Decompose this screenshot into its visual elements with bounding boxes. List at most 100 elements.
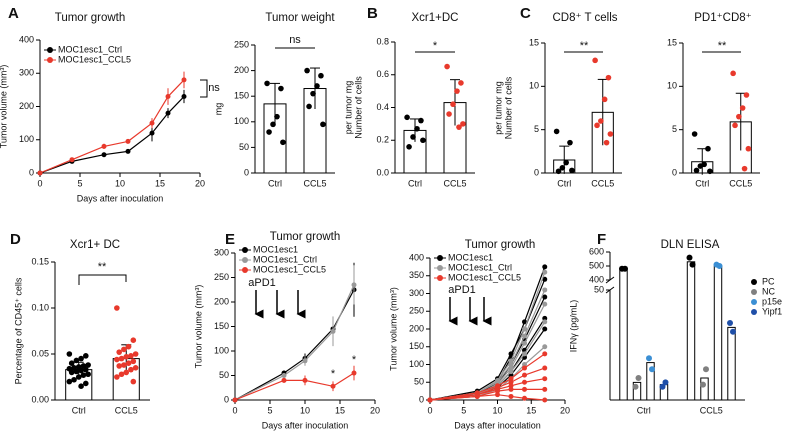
x-tick-label: 10 [492,405,502,415]
significance-bracket [78,274,127,285]
data-point [281,373,287,378]
annotation: ** [98,261,107,273]
data-point [101,152,107,158]
x-tick-label: Ctrl [637,405,651,415]
data-point [741,165,748,172]
y-tick-label: 250 [234,39,249,49]
data-point [542,301,548,307]
legend-marker [751,299,757,305]
y-tick-label: 300 [409,288,424,298]
chart-title: Tumor weight [265,12,335,24]
data-point [68,360,75,367]
data-point [318,72,324,79]
bar [700,377,709,401]
data-point [691,131,698,137]
data-point [132,365,139,371]
y-tick-label: 250 [214,272,229,282]
legend-marker [47,47,53,53]
data-point [458,80,464,86]
y-tick-label: 50 [219,370,229,380]
data-point [659,383,666,390]
legend-marker [751,279,757,285]
data-point [414,125,420,132]
y-tick-label: 200 [19,101,34,111]
data-point [542,294,548,300]
y-tick-label: 100 [214,345,229,355]
x-tick-label: CCL5 [700,405,723,415]
data-point [592,57,598,64]
data-point [278,85,284,92]
data-point [542,376,548,382]
annotation: aPD1 [248,277,276,289]
y-tick-label: 0.2 [376,135,389,145]
chart-title: Xcr1+DC [412,12,459,24]
data-point [559,165,566,171]
legend-label: PC [762,276,775,286]
data-point [662,379,669,386]
data-point [149,120,155,126]
legend-label: MOC1esc1 [448,252,493,262]
data-point [404,114,410,121]
y-axis-label: Number of cells [353,76,363,139]
data-point [101,143,107,149]
y-axis-label: per tumor mg [343,81,353,135]
x-tick-label: CCL5 [729,178,752,188]
bar [686,261,696,401]
data-point [274,113,280,120]
x-tick-label: 15 [155,178,165,188]
data-point [456,124,462,130]
legend-marker [751,289,757,295]
data-point [130,337,137,344]
data-point [132,351,139,357]
data-point [281,377,287,383]
data-point [553,128,560,135]
series-line [39,96,185,174]
y-tick-label: 5 [672,124,677,134]
y-tick-label: 0.00 [31,394,49,404]
data-point [73,357,80,364]
data-point [420,137,426,144]
data-point [605,74,612,81]
data-point [149,130,155,136]
data-point [330,383,336,389]
data-point [563,159,569,166]
data-point [125,148,131,154]
data-point [508,369,514,375]
data-point [304,67,310,74]
y-tick-label: 0.6 [376,69,389,79]
data-point [603,139,610,146]
mouse-line [429,378,545,401]
data-point [118,371,125,378]
x-tick-label: 10 [115,178,125,188]
data-point [232,397,238,403]
y-tick-label: 100 [19,134,34,144]
chart-title: CD8⁺ T cells [552,12,617,24]
data-point [181,77,187,83]
data-point [522,326,527,332]
data-point [78,355,84,362]
data-point [649,366,655,373]
legend-label: MOC1esc1_Ctrl [253,254,317,264]
y-tick-label: 0 [534,167,539,177]
data-point [320,121,326,128]
series-line [234,372,355,401]
data-point [302,358,308,364]
annotation: * [352,354,357,366]
panel-label: E [225,231,235,248]
y-tick-label: 0.0 [376,167,389,177]
annotation: * [433,40,438,52]
y-tick-label: 0 [244,167,249,177]
y-axis-label: per tumor mg [493,81,503,135]
data-point [522,319,527,325]
y-tick-label: 0.4 [376,102,389,112]
data-point [522,351,527,357]
y-tick-label: 400 [589,274,604,284]
chart-title: PD1⁺CD8⁺ [694,12,752,24]
data-point [693,167,700,174]
y-tick-label: 200 [214,296,229,306]
significance-bracket [200,79,208,98]
x-tick-label: 5 [461,405,466,415]
series-line [234,289,355,401]
data-point [306,103,312,110]
